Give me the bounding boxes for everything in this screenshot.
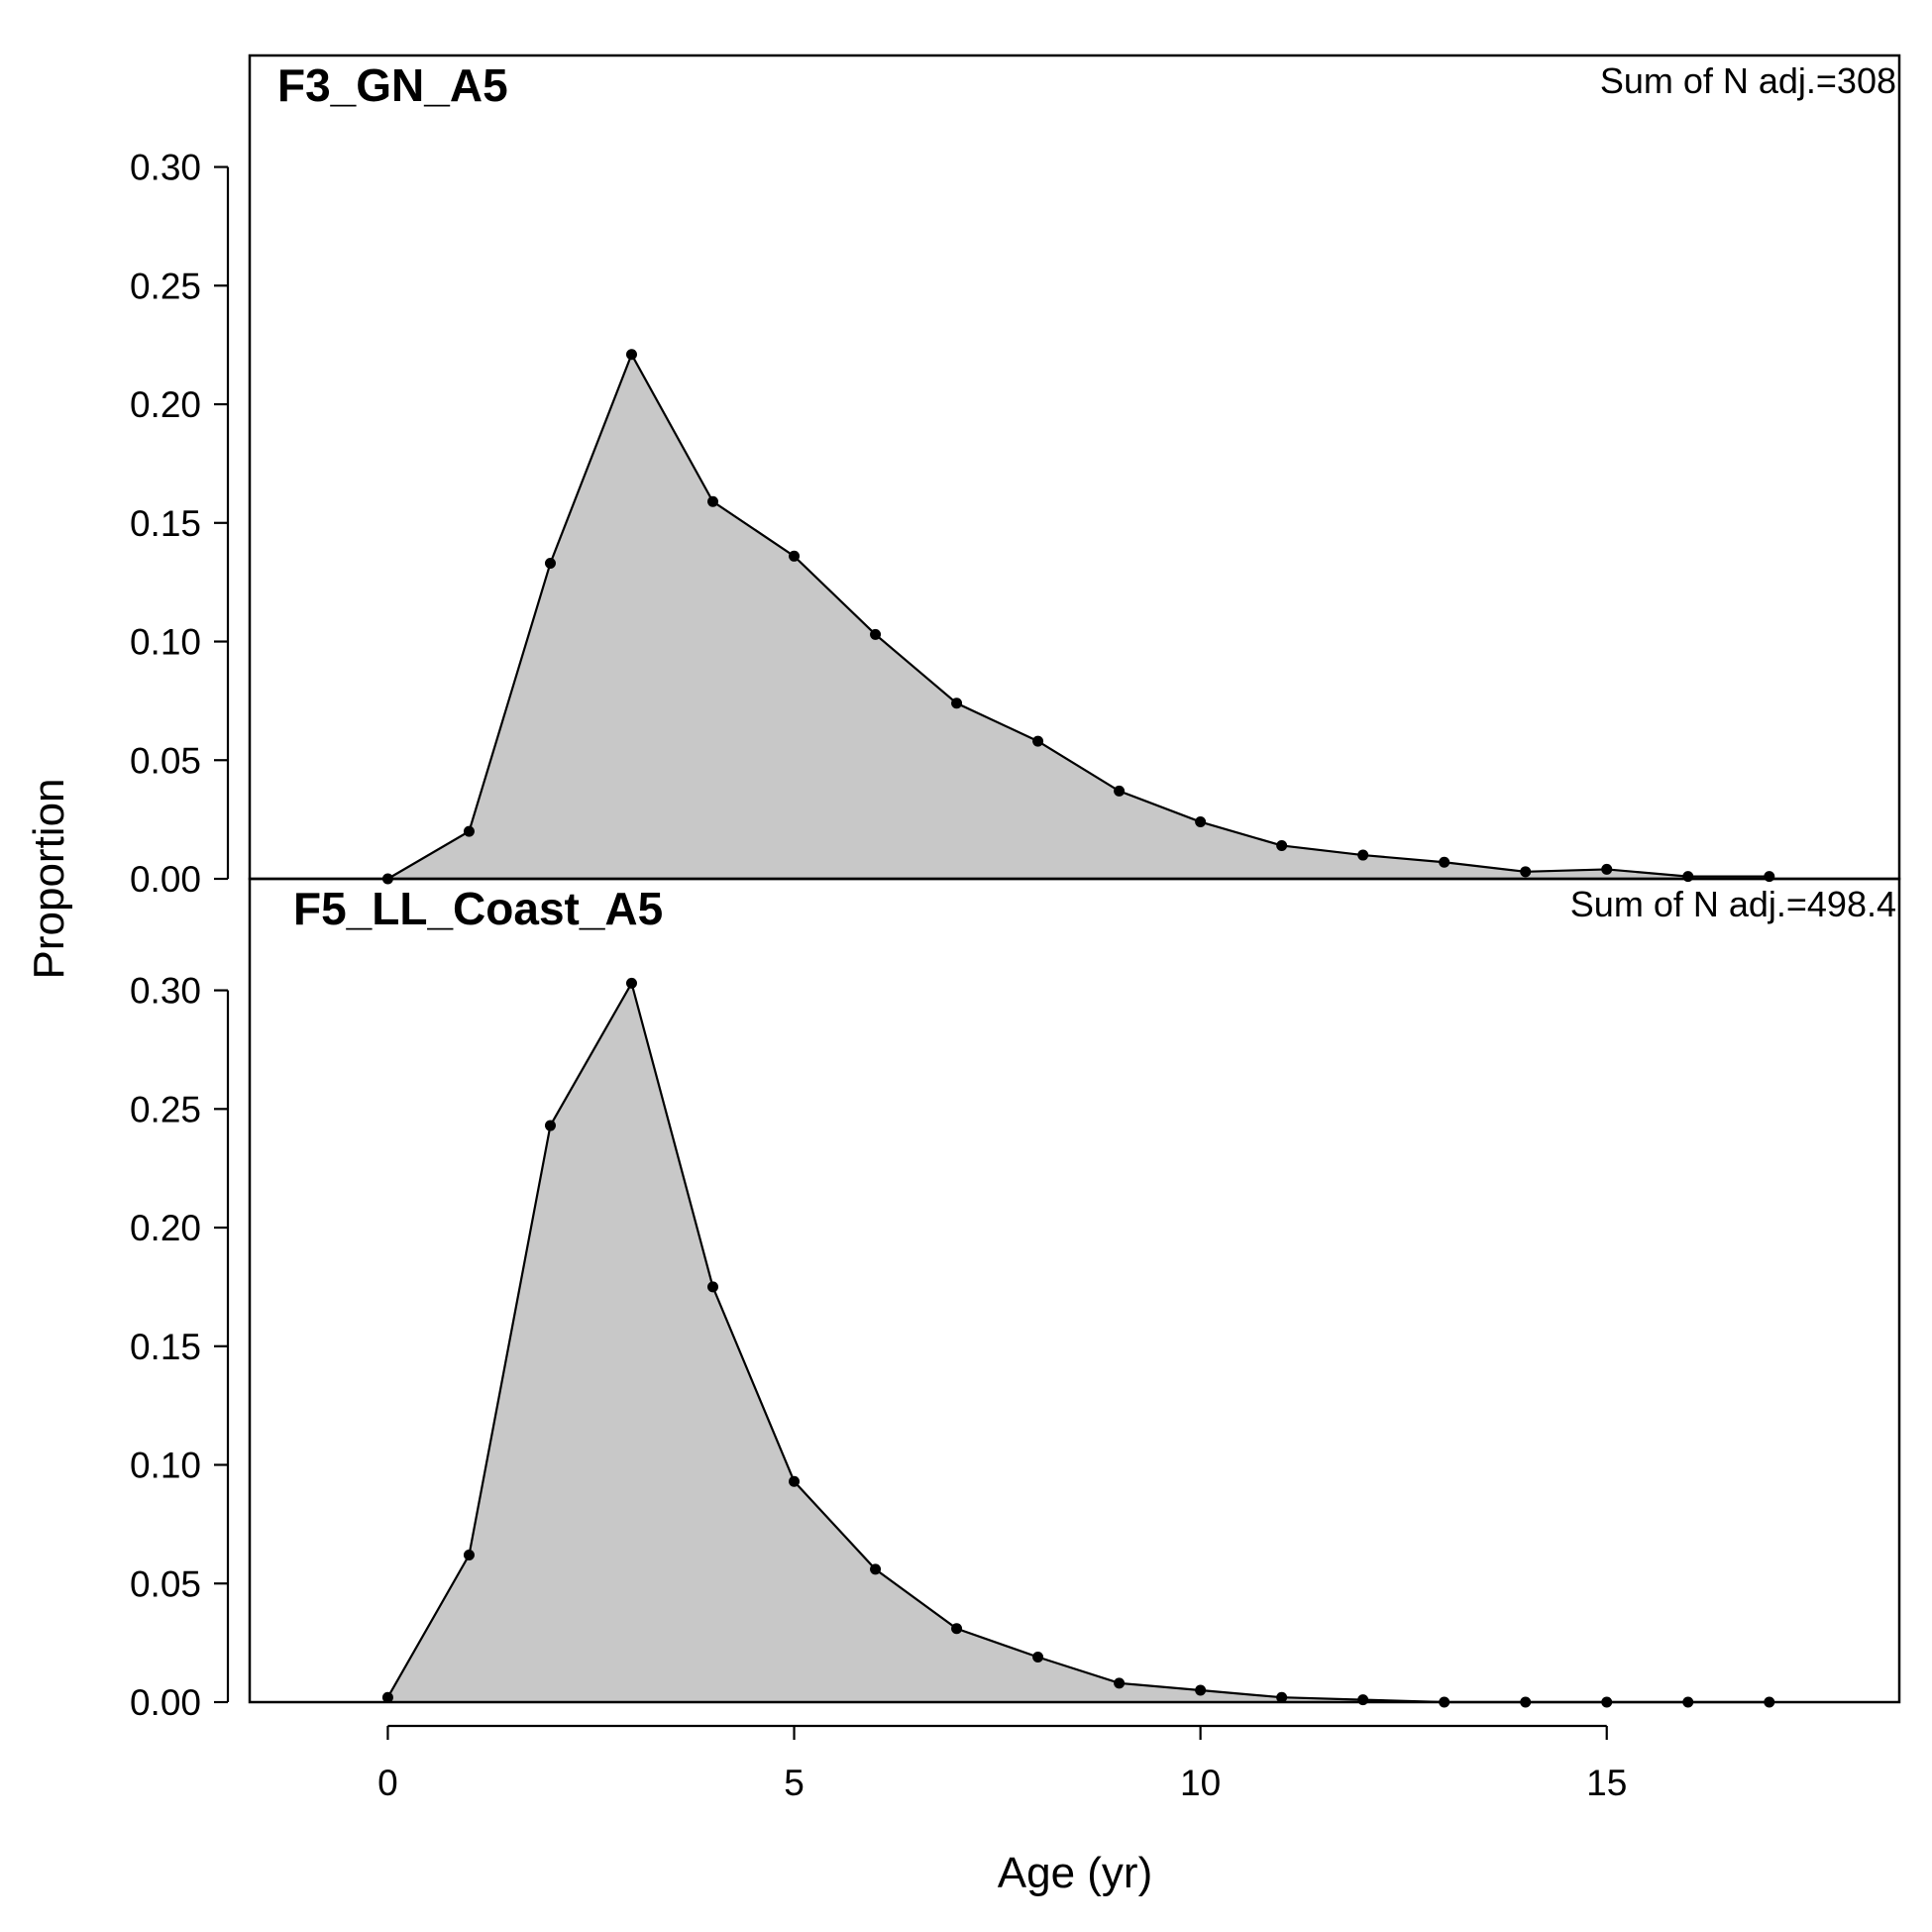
panel-marks — [381, 349, 1775, 885]
y-tick-label: 0.10 — [130, 622, 201, 663]
data-point — [1032, 1651, 1044, 1663]
data-point — [870, 628, 882, 640]
panel-annotation: Sum of N adj.=498.4 — [1570, 884, 1896, 924]
y-tick-label: 0.00 — [130, 859, 201, 900]
y-tick-label: 0.15 — [130, 503, 201, 544]
y-tick-label: 0.30 — [130, 148, 201, 188]
y-tick-label: 0.30 — [130, 971, 201, 1012]
x-tick-label: 0 — [377, 1763, 398, 1803]
panel-title: F3_GN_A5 — [277, 59, 508, 111]
data-point — [1195, 816, 1207, 828]
data-point — [951, 1623, 963, 1635]
data-point — [1357, 849, 1369, 861]
data-point — [1764, 871, 1775, 883]
x-tick-label: 10 — [1180, 1763, 1221, 1803]
data-point — [870, 1563, 882, 1575]
data-point — [1032, 735, 1044, 747]
x-axis: 0 5 10 15 — [377, 1724, 1627, 1803]
panel-annotation: Sum of N adj.=308 — [1600, 60, 1896, 101]
y-tick-label: 0.25 — [130, 266, 201, 306]
data-point — [1276, 1691, 1288, 1703]
data-point — [625, 977, 637, 989]
x-axis-title: Age (yr) — [998, 1849, 1152, 1897]
y-axis-top: 0.00 0.05 0.10 0.15 0.20 0.25 0.30 — [130, 148, 230, 900]
data-point — [1439, 856, 1450, 868]
data-point — [1114, 1677, 1126, 1689]
area-fill — [387, 354, 1770, 879]
panel-frame — [248, 877, 1901, 1704]
series-line — [386, 352, 1770, 880]
data-point — [707, 495, 719, 507]
data-point — [951, 698, 963, 709]
data-point — [1276, 839, 1288, 851]
data-point — [789, 550, 801, 562]
data-point — [707, 1281, 719, 1293]
y-tick-label: 0.15 — [130, 1327, 201, 1367]
panel-marks — [381, 977, 1775, 1708]
data-point — [463, 1550, 475, 1561]
data-point — [544, 1120, 556, 1131]
x-tick-label: 15 — [1586, 1763, 1627, 1803]
y-tick-label: 0.00 — [130, 1682, 201, 1723]
y-tick-label: 0.05 — [130, 1563, 201, 1604]
data-point — [381, 1691, 393, 1703]
y-tick-label: 0.05 — [130, 740, 201, 781]
y-axis-bottom: 0.00 0.05 0.10 0.15 0.20 0.25 0.30 — [130, 971, 230, 1723]
data-point — [1682, 871, 1694, 883]
data-point — [625, 349, 637, 361]
data-point — [1357, 1694, 1369, 1706]
panel-f3-gn-a5: F3_GN_A5 Sum of N adj.=308 0.000.050.100… — [130, 54, 1901, 900]
data-point — [1520, 866, 1532, 878]
area-fill — [387, 983, 1770, 1702]
data-point — [1195, 1684, 1207, 1696]
y-tick-label: 0.20 — [130, 1208, 201, 1248]
data-point — [1601, 863, 1613, 875]
panel-title: F5_LL_Coast_A5 — [293, 883, 663, 934]
panel-f5-ll-coast-a5: F5_LL_Coast_A5 Sum of N adj.=498.4 0.000… — [130, 877, 1901, 1723]
y-axis-title: Proportion — [25, 778, 73, 979]
data-point — [544, 557, 556, 569]
y-tick-label: 0.20 — [130, 384, 201, 425]
data-point — [463, 825, 475, 837]
y-tick-label: 0.25 — [130, 1089, 201, 1129]
data-point — [789, 1475, 801, 1487]
y-tick-label: 0.10 — [130, 1446, 201, 1486]
x-tick-label: 5 — [784, 1763, 805, 1803]
data-point — [1114, 785, 1126, 797]
